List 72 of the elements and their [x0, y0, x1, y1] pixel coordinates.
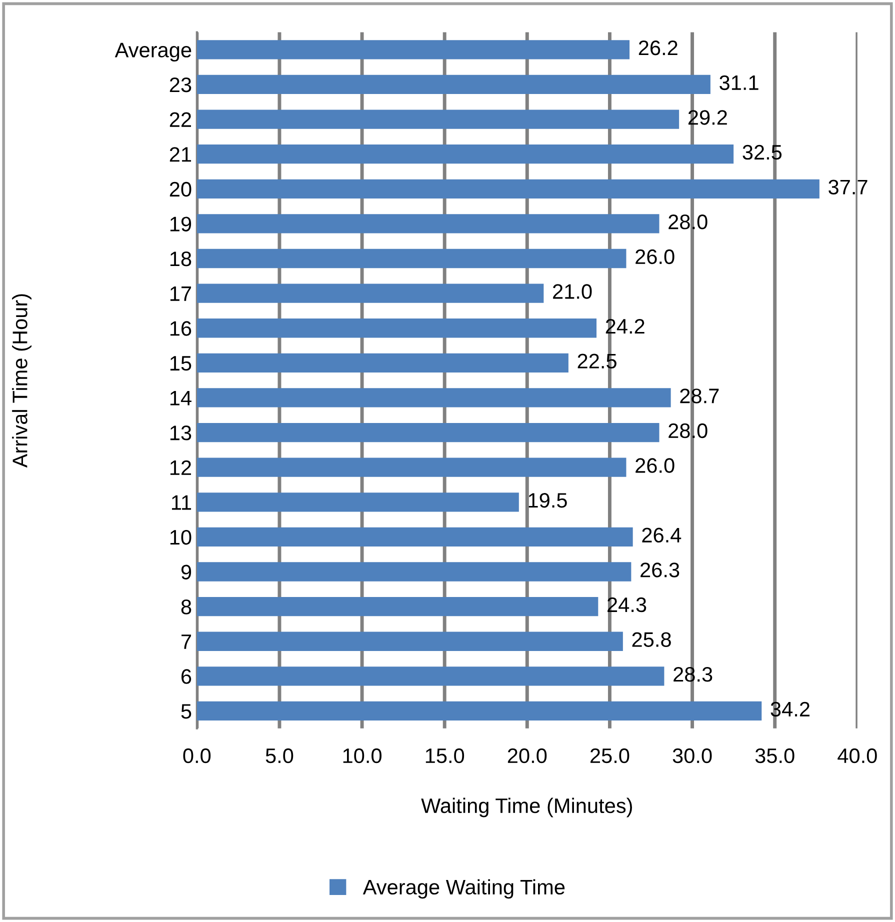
y-tick-label: 9: [181, 564, 192, 580]
bar: [196, 458, 626, 477]
y-tick-label: 23: [170, 77, 192, 92]
x-tick-label: 15.0: [426, 748, 464, 764]
bar: [196, 110, 680, 129]
bar: [196, 144, 734, 164]
bar: [196, 666, 664, 686]
y-tick-label: 13: [170, 426, 192, 440]
bar: [196, 701, 762, 721]
y-tick-label: 8: [181, 600, 192, 614]
bar: [196, 74, 710, 94]
y-tick-label: Average: [114, 42, 192, 62]
data-label: 26.3: [640, 562, 680, 578]
data-label: 24.2: [606, 318, 644, 334]
y-tick-label: 10: [170, 530, 192, 545]
bar: [196, 527, 633, 547]
x-tick-label: 5.0: [266, 748, 294, 764]
y-tick-label: 6: [182, 669, 192, 684]
y-tick-label: 22: [170, 112, 191, 127]
x-tick-label: 35.0: [755, 748, 794, 764]
data-label: 34.2: [770, 702, 810, 717]
y-tick-label: 12: [170, 460, 191, 475]
data-label: 28.3: [674, 667, 712, 682]
y-tick-label: 15: [170, 356, 192, 371]
bar: [196, 388, 671, 408]
data-label: 37.7: [828, 180, 868, 194]
data-label: 28.0: [668, 423, 708, 438]
data-label: 28.7: [680, 388, 719, 404]
legend-label: Average Waiting Time: [362, 879, 565, 899]
data-label: 28.0: [668, 214, 708, 230]
bar: [196, 422, 660, 442]
data-label: 25.8: [632, 632, 671, 647]
y-tick-label: 20: [170, 182, 192, 197]
y-tick-label: 19: [170, 216, 192, 232]
bar: [196, 353, 568, 372]
y-tick-label: 21: [170, 147, 192, 162]
x-tick-label: 10.0: [343, 748, 382, 764]
bar: [196, 40, 630, 60]
bar: [196, 492, 519, 512]
x-tick-label: 0.0: [183, 748, 211, 764]
data-label: 21.0: [553, 284, 592, 299]
data-label: 26.2: [638, 40, 678, 56]
data-label: 19.5: [528, 492, 567, 508]
bar: [196, 562, 632, 582]
y-tick-label: 7: [182, 634, 191, 649]
bar: [196, 596, 598, 616]
x-axis-title: Waiting Time (Minutes): [421, 798, 632, 818]
x-tick-label: 40.0: [838, 748, 877, 764]
bar: [196, 318, 597, 338]
y-tick-label: 5: [181, 704, 192, 719]
y-tick-label: 14: [170, 390, 192, 406]
bar: [196, 248, 626, 268]
y-tick-label: 17: [170, 286, 191, 301]
data-label: 26.0: [636, 458, 674, 473]
y-axis-title: Arrival Time (Hour): [12, 294, 32, 468]
y-tick-label: 16: [170, 321, 192, 336]
data-label: 24.3: [608, 597, 646, 612]
data-label: 26.4: [642, 528, 682, 543]
x-tick-label: 25.0: [590, 748, 630, 764]
y-tick-label: 18: [170, 252, 192, 266]
data-label: 22.5: [578, 354, 616, 369]
bar: [196, 632, 623, 651]
y-tick-label: 11: [172, 495, 192, 510]
bar: [196, 179, 820, 198]
data-label: 31.1: [720, 75, 758, 90]
x-tick-label: 20.0: [508, 748, 547, 764]
data-label: 32.5: [742, 144, 782, 160]
x-tick-label: 30.0: [672, 748, 712, 764]
bar: [196, 214, 660, 234]
bar: [196, 284, 544, 303]
data-label: 29.2: [688, 110, 727, 125]
data-label: 26.0: [636, 249, 674, 264]
